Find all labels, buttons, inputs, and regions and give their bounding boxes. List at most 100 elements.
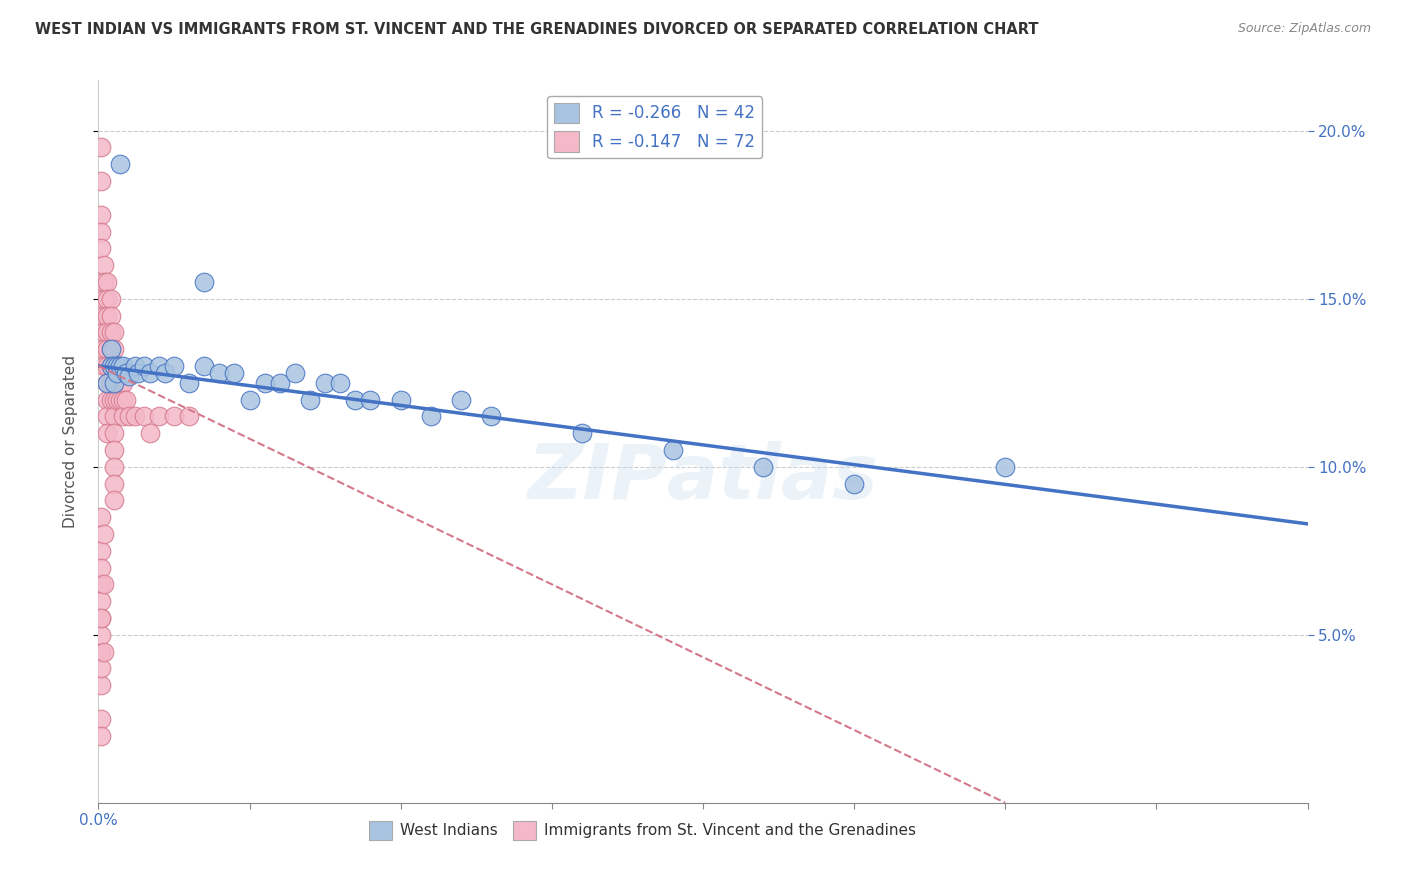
Point [100,326,122,340]
Point [253,376,276,390]
Point [179,409,201,424]
Point [100,342,122,356]
Point [103,359,125,373]
Point [224,366,246,380]
Point [108,392,131,407]
Legend: West Indians, Immigrants from St. Vincent and the Grenadines: West Indians, Immigrants from St. Vincen… [363,815,922,846]
Point [114,392,136,407]
Point [299,392,322,407]
Point [90,678,112,692]
Point [103,426,125,441]
Point [108,157,131,171]
Point [100,392,122,407]
Point [103,359,125,373]
Point [100,292,122,306]
Point [108,359,131,373]
Point [103,493,125,508]
Point [105,359,128,373]
Point [163,359,186,373]
Point [163,409,186,424]
Point [284,366,307,380]
Point [103,326,125,340]
Point [90,560,112,574]
Point [103,392,125,407]
Point [90,208,112,222]
Point [93,258,115,272]
Point [93,326,115,340]
Point [103,442,125,457]
Point [661,442,683,457]
Point [100,376,122,390]
Point [90,543,112,558]
Point [103,476,125,491]
Point [127,366,149,380]
Point [90,241,112,255]
Point [269,376,291,390]
Point [93,527,115,541]
Point [90,510,112,524]
Point [103,409,125,424]
Point [90,712,112,726]
Point [179,376,201,390]
Point [111,409,134,424]
Point [96,409,118,424]
Point [103,342,125,356]
Point [124,409,146,424]
Point [239,392,262,407]
Point [118,369,141,384]
Point [96,392,118,407]
Point [96,376,118,390]
Point [93,577,115,591]
Point [90,174,112,188]
Point [96,292,118,306]
Point [111,392,134,407]
Point [481,409,503,424]
Point [132,409,155,424]
Point [96,426,118,441]
Point [90,661,112,675]
Point [360,392,382,407]
Point [329,376,352,390]
Point [103,459,125,474]
Point [208,366,231,380]
Point [132,359,155,373]
Point [90,611,112,625]
Point [153,366,176,380]
Point [114,366,136,380]
Point [193,275,215,289]
Point [100,359,122,373]
Point [90,594,112,608]
Point [96,359,118,373]
Point [90,644,112,658]
Point [314,376,336,390]
Point [111,359,134,373]
Point [96,275,118,289]
Point [344,392,367,407]
Point [90,577,112,591]
Point [105,366,128,380]
Point [93,292,115,306]
Point [994,459,1017,474]
Text: ZIP​atlas: ZIP​atlas [527,441,879,515]
Point [103,376,125,390]
Point [96,326,118,340]
Point [105,359,128,373]
Point [93,644,115,658]
Point [139,426,162,441]
Point [93,359,115,373]
Point [571,426,593,441]
Text: WEST INDIAN VS IMMIGRANTS FROM ST. VINCENT AND THE GRENADINES DIVORCED OR SEPARA: WEST INDIAN VS IMMIGRANTS FROM ST. VINCE… [35,22,1039,37]
Point [93,342,115,356]
Point [124,359,146,373]
Point [100,359,122,373]
Point [105,376,128,390]
Point [90,611,112,625]
Point [148,359,170,373]
Point [193,359,215,373]
Point [111,376,134,390]
Text: Source: ZipAtlas.com: Source: ZipAtlas.com [1237,22,1371,36]
Point [100,342,122,356]
Point [752,459,775,474]
Point [90,729,112,743]
Point [100,309,122,323]
